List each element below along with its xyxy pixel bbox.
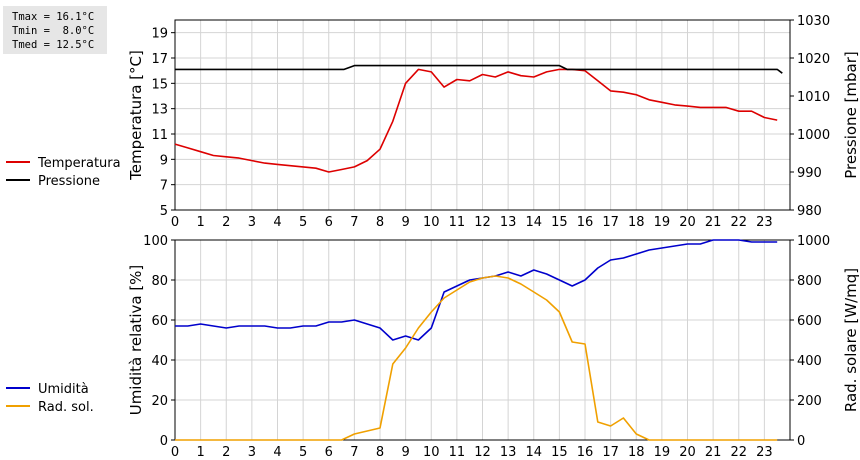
x-tick-label: 4	[273, 445, 281, 460]
y-tick-label: 13	[151, 103, 168, 118]
x-tick-label: 8	[376, 445, 384, 460]
x-tick-label: 7	[350, 445, 358, 460]
x-tick-label: 19	[654, 445, 671, 460]
tmed-text: Tmed = 12.5°C	[12, 39, 95, 51]
x-tick-label: 15	[551, 215, 568, 230]
y2-tick-label: 1020	[797, 52, 830, 67]
y-tick-label: 80	[151, 274, 168, 289]
stats-box: Tmax = 16.1°C Tmin = 8.0°C Tmed = 12.5°C	[3, 6, 107, 54]
x-tick-label: 20	[679, 445, 696, 460]
y-tick-label: 19	[151, 27, 168, 42]
x-tick-label: 12	[474, 445, 491, 460]
x-tick-label: 18	[628, 445, 645, 460]
x-tick-label: 4	[273, 215, 281, 230]
y-tick-label: 11	[151, 128, 168, 143]
x-tick-label: 16	[577, 445, 594, 460]
series-line-1	[175, 64, 783, 74]
x-tick-label: 22	[730, 215, 747, 230]
x-tick-label: 12	[474, 215, 491, 230]
plot-frame	[174, 239, 791, 441]
y-axis-label: Umidità relativa [%]	[127, 265, 145, 416]
x-tick-label: 7	[350, 215, 358, 230]
x-tick-label: 21	[705, 215, 722, 230]
y-tick-label: 5	[160, 204, 168, 219]
legend-label: Rad. sol.	[38, 400, 94, 415]
y2-axis-label: Rad. solare [W/mq]	[842, 268, 860, 412]
x-tick-label: 0	[171, 445, 179, 460]
x-tick-label: 2	[222, 215, 230, 230]
legend-label: Pressione	[38, 174, 100, 189]
x-tick-label: 1	[196, 445, 204, 460]
y-tick-label: 0	[160, 434, 168, 449]
series-line-0	[175, 239, 778, 341]
x-tick-label: 5	[299, 445, 307, 460]
tmin-text: Tmin = 8.0°C	[12, 25, 95, 37]
y2-tick-label: 1030	[797, 14, 830, 29]
x-tick-label: 19	[654, 215, 671, 230]
x-tick-label: 18	[628, 215, 645, 230]
y2-tick-label: 980	[797, 204, 822, 219]
y-tick-label: 20	[151, 394, 168, 409]
y2-tick-label: 400	[797, 354, 822, 369]
y-tick-label: 7	[160, 179, 168, 194]
legend-label: Temperatura	[37, 156, 121, 171]
x-tick-label: 11	[449, 445, 466, 460]
x-tick-label: 9	[401, 215, 409, 230]
x-tick-label: 17	[602, 445, 619, 460]
x-tick-label: 10	[423, 445, 440, 460]
x-tick-label: 14	[525, 445, 542, 460]
y-axis-label: Temperatura [°C]	[127, 50, 145, 181]
y2-axis-label: Pressione [mbar]	[842, 51, 860, 179]
y2-tick-label: 600	[797, 314, 822, 329]
series-line-0	[174, 68, 778, 173]
x-tick-label: 6	[325, 215, 333, 230]
x-tick-label: 0	[171, 215, 179, 230]
x-tick-label: 6	[325, 445, 333, 460]
y2-tick-label: 800	[797, 274, 822, 289]
x-tick-label: 13	[500, 445, 517, 460]
humidity-radiation-chart: 0 1 2 3 4 5 6 7 8 9 10 11 12 13 14 15 16 17 18 19 20 21 22 2302…	[6, 234, 860, 460]
plot-frame	[174, 19, 791, 211]
y2-tick-label: 0	[797, 434, 805, 449]
x-tick-label: 9	[401, 445, 409, 460]
y-tick-label: 15	[151, 77, 168, 92]
x-tick-label: 1	[196, 215, 204, 230]
y2-tick-label: 1010	[797, 90, 830, 105]
x-tick-label: 10	[423, 215, 440, 230]
x-tick-label: 23	[756, 445, 773, 460]
x-tick-label: 23	[756, 215, 773, 230]
x-tick-label: 8	[376, 215, 384, 230]
y-tick-label: 60	[151, 314, 168, 329]
x-tick-label: 20	[679, 215, 696, 230]
x-tick-label: 22	[730, 445, 747, 460]
series-line-1	[175, 275, 778, 441]
y-tick-label: 9	[160, 153, 168, 168]
y2-tick-label: 1000	[797, 128, 830, 143]
x-tick-label: 15	[551, 445, 568, 460]
x-tick-label: 21	[705, 445, 722, 460]
x-tick-label: 2	[222, 445, 230, 460]
y2-tick-label: 200	[797, 394, 822, 409]
x-tick-label: 13	[500, 215, 517, 230]
y2-tick-label: 990	[797, 166, 822, 181]
y-tick-label: 40	[151, 354, 168, 369]
y2-tick-label: 1000	[797, 234, 830, 249]
y-tick-label: 100	[143, 234, 168, 249]
x-tick-label: 5	[299, 215, 307, 230]
x-tick-label: 17	[602, 215, 619, 230]
x-tick-label: 16	[577, 215, 594, 230]
x-tick-label: 3	[248, 215, 256, 230]
legend-label: Umidità	[38, 382, 89, 397]
x-tick-label: 14	[525, 215, 542, 230]
x-tick-label: 3	[248, 445, 256, 460]
x-tick-label: 11	[449, 215, 466, 230]
y-tick-label: 17	[151, 52, 168, 67]
temperature-pressure-chart: 0 1 2 3 4 5 6 7 8 9 10 11 12 13 14 15 16 17 18 19 20 21 22 2357…	[6, 14, 860, 230]
tmax-text: Tmax = 16.1°C	[12, 11, 95, 23]
